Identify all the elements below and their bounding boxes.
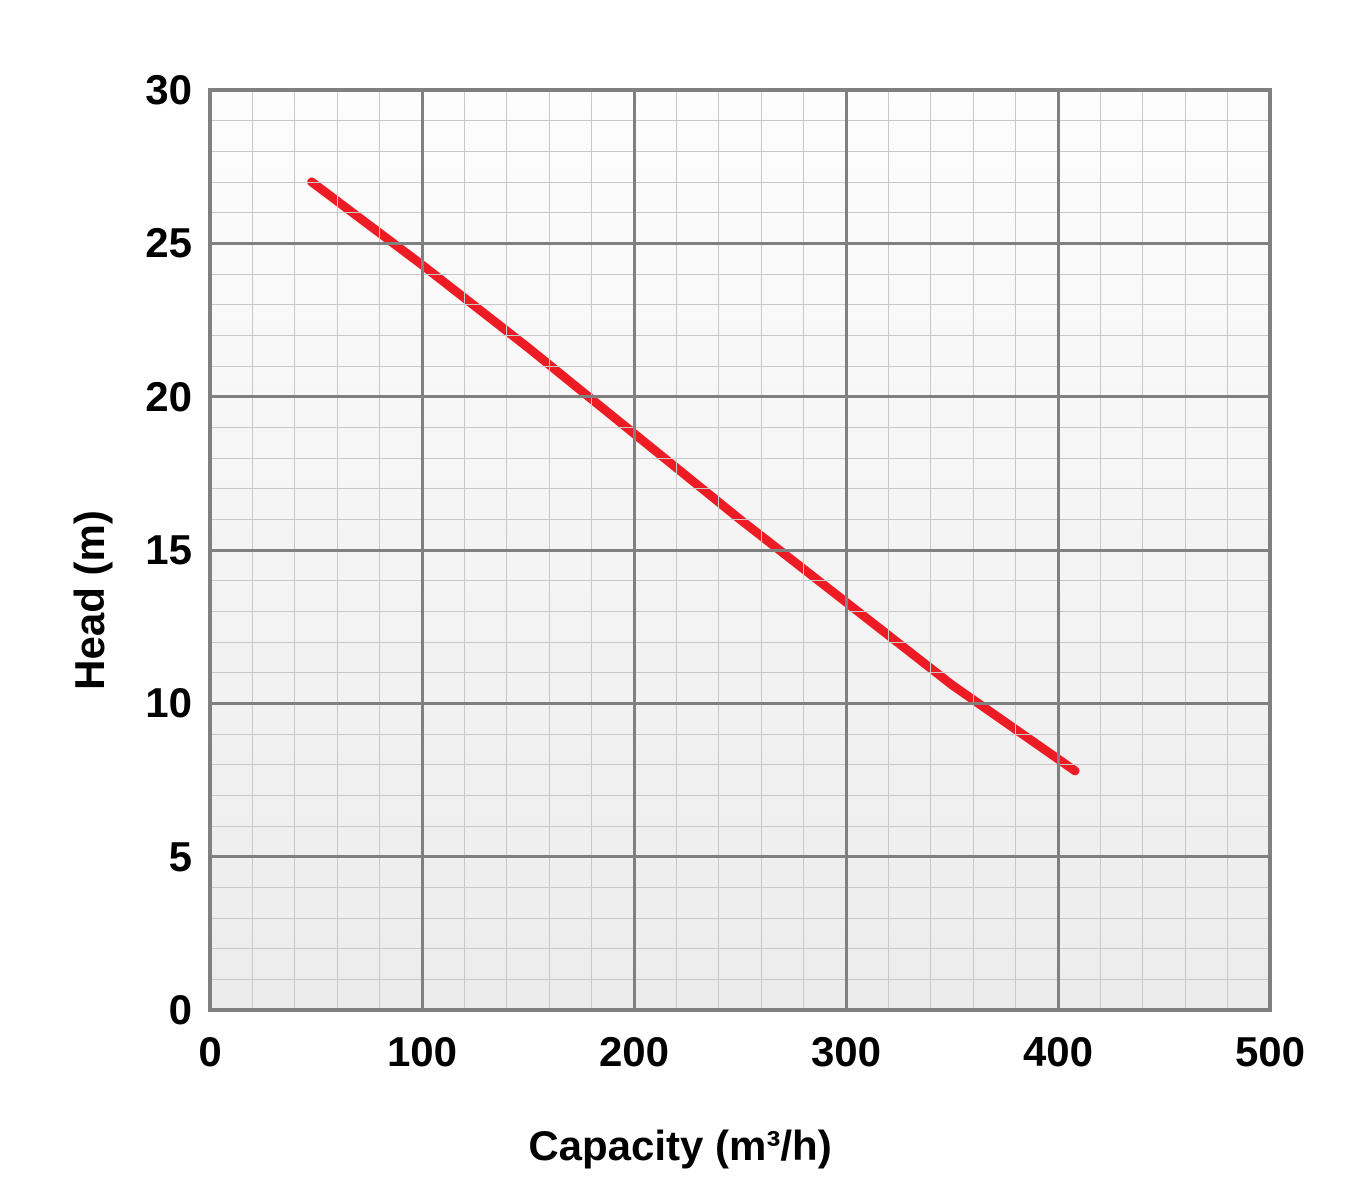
gridline-minor-h <box>210 427 1270 428</box>
gridline-major-h <box>210 855 1270 858</box>
gridline-major-h <box>210 549 1270 552</box>
plot-area: 0510152025300100200300400500 <box>210 90 1270 1010</box>
gridline-minor-h <box>210 212 1270 213</box>
pump-curve-chart: Head (m) Capacity (m³/h) 051015202530010… <box>0 0 1360 1200</box>
gridline-minor-h <box>210 120 1270 121</box>
gridline-minor-h <box>210 672 1270 673</box>
y-tick-label: 25 <box>102 219 192 267</box>
x-tick-label: 400 <box>988 1028 1128 1076</box>
gridline-minor-h <box>210 948 1270 949</box>
axis-border <box>1268 88 1272 1012</box>
x-axis-label: Capacity (m³/h) <box>528 1122 831 1170</box>
y-tick-label: 10 <box>102 679 192 727</box>
x-tick-label: 100 <box>352 1028 492 1076</box>
gridline-minor-h <box>210 458 1270 459</box>
gridline-major-h <box>210 242 1270 245</box>
gridline-minor-h <box>210 335 1270 336</box>
pump-curve <box>312 182 1075 771</box>
gridline-minor-h <box>210 887 1270 888</box>
x-tick-label: 300 <box>776 1028 916 1076</box>
gridline-minor-h <box>210 274 1270 275</box>
gridline-major-h <box>210 702 1270 705</box>
y-tick-label: 20 <box>102 373 192 421</box>
gridline-minor-h <box>210 519 1270 520</box>
axis-border <box>208 1008 1272 1012</box>
gridline-minor-h <box>210 182 1270 183</box>
gridline-minor-h <box>210 918 1270 919</box>
gridline-minor-h <box>210 764 1270 765</box>
y-tick-label: 0 <box>102 986 192 1034</box>
y-tick-label: 5 <box>102 833 192 881</box>
axis-border <box>208 88 212 1012</box>
gridline-major-h <box>210 395 1270 398</box>
gridline-minor-h <box>210 979 1270 980</box>
y-tick-label: 30 <box>102 66 192 114</box>
x-tick-label: 200 <box>564 1028 704 1076</box>
gridline-minor-h <box>210 642 1270 643</box>
x-tick-label: 500 <box>1200 1028 1340 1076</box>
y-tick-label: 15 <box>102 526 192 574</box>
gridline-minor-h <box>210 580 1270 581</box>
gridline-minor-h <box>210 151 1270 152</box>
gridline-minor-h <box>210 488 1270 489</box>
x-tick-label: 0 <box>140 1028 280 1076</box>
gridline-minor-h <box>210 366 1270 367</box>
gridline-minor-h <box>210 304 1270 305</box>
axis-border <box>208 88 1272 92</box>
gridline-minor-h <box>210 734 1270 735</box>
gridline-minor-h <box>210 795 1270 796</box>
gridline-minor-h <box>210 826 1270 827</box>
gridline-minor-h <box>210 611 1270 612</box>
